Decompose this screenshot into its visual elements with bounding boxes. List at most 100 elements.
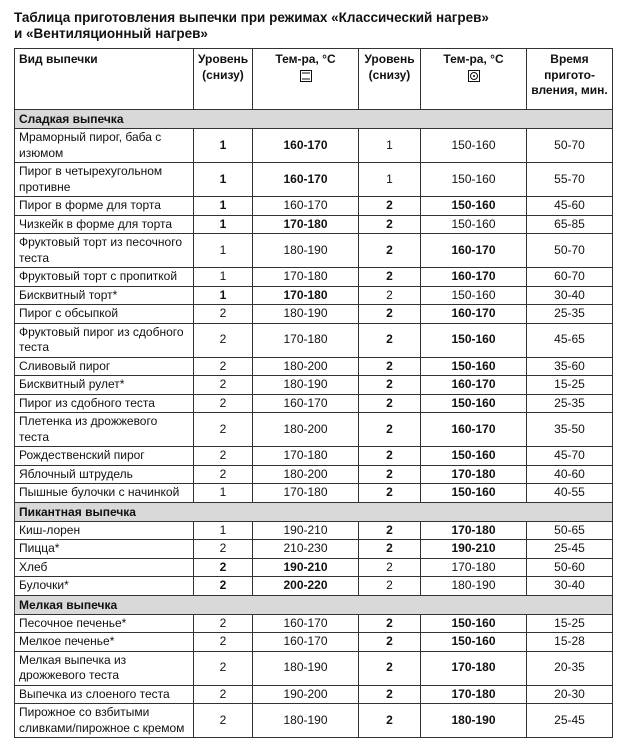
table-cell: 180-190 [420, 576, 527, 596]
table-row: Булочки* 2 200-220 2 180-190 30-40 [14, 576, 613, 596]
table-cell: 150-160 [420, 162, 527, 197]
table-cell: 200-220 [252, 576, 359, 596]
table-cell: 2 [193, 375, 253, 395]
pastry-name: Пирожное со взбитыми сливками/пирожное с… [14, 703, 194, 738]
table-cell: 150-160 [420, 356, 527, 376]
table-cell: 2 [193, 393, 253, 413]
table-cell: 150-160 [420, 446, 527, 466]
table-cell: 2 [358, 267, 421, 287]
header-text: Время пригото-вления, мин. [531, 52, 608, 97]
pastry-name: Мелкая выпечка из дрожжевого теста [14, 650, 194, 686]
pastry-name: Мелкое печенье* [14, 632, 194, 652]
pastry-name: Бисквитный рулет* [14, 375, 194, 395]
table-cell: 210-230 [252, 539, 359, 559]
table-cell: 35-60 [526, 356, 613, 376]
table-cell: 1 [193, 233, 253, 268]
table-row: Сливовый пирог 2 180-200 2 150-160 35-60 [14, 356, 613, 376]
pastry-name: Песочное печенье* [14, 613, 194, 633]
table-cell: 2 [358, 613, 421, 633]
table-cell: 160-170 [420, 375, 527, 395]
conventional-heat-icon [299, 69, 312, 82]
header-cell: Уровень (снизу) [358, 48, 421, 110]
header-cell: Вид выпечки [14, 48, 194, 110]
table-cell: 2 [358, 412, 421, 447]
table-cell: 2 [193, 703, 253, 738]
table-cell: 25-35 [526, 304, 613, 324]
table-cell: 2 [358, 483, 421, 503]
table-cell: 160-170 [252, 632, 359, 652]
table-row: Мраморный пирог, баба с изюмом 1 160-170 1 1… [14, 128, 613, 163]
table-cell: 180-200 [252, 356, 359, 376]
table-cell: 30-40 [526, 285, 613, 305]
table-cell: 1 [358, 128, 421, 163]
table-cell: 2 [358, 446, 421, 466]
table-cell: 2 [193, 684, 253, 704]
pastry-name: Плетенка из дрожжевого теста [14, 412, 194, 447]
table-cell: 2 [358, 214, 421, 234]
table-cell: 180-190 [252, 703, 359, 738]
table-cell: 25-35 [526, 393, 613, 413]
table-cell: 160-170 [252, 162, 359, 197]
table-row: Пирог из сдобного теста 2 160-170 2 150-160 2… [14, 393, 613, 413]
table-row: Киш-лорен 1 190-210 2 170-180 50-65 [14, 520, 613, 540]
table-body: Сладкая выпечка Мраморный пирог, баба с и… [14, 109, 613, 738]
pastry-name: Выпечка из слоеного теста [14, 684, 194, 704]
table-cell: 2 [358, 233, 421, 268]
table-cell: 1 [193, 162, 253, 197]
table-cell: 160-170 [252, 128, 359, 163]
table-cell: 2 [193, 464, 253, 484]
pastry-name: Сливовый пирог [14, 356, 194, 376]
table-cell: 170-180 [252, 483, 359, 503]
table-cell: 2 [193, 539, 253, 559]
header-text: Уровень (снизу) [364, 52, 415, 82]
table-cell: 1 [193, 483, 253, 503]
table-cell: 2 [193, 557, 253, 577]
table-cell: 2 [358, 703, 421, 738]
pastry-name: Булочки* [14, 576, 194, 596]
table-cell: 1 [193, 128, 253, 163]
table-row: Мелкая выпечка из дрожжевого теста 2 180-1… [14, 650, 613, 686]
table-cell: 180-200 [252, 412, 359, 447]
table-cell: 190-210 [420, 539, 527, 559]
title-line: Таблица приготовления выпечки при режима… [14, 10, 489, 25]
table-cell: 15-28 [526, 632, 613, 652]
table-cell: 2 [193, 613, 253, 633]
table-cell: 160-170 [420, 304, 527, 324]
table-cell: 150-160 [420, 196, 527, 216]
table-cell: 2 [358, 304, 421, 324]
table-cell: 2 [358, 393, 421, 413]
section-name: Сладкая выпечка [14, 109, 613, 129]
pastry-name: Пирог с обсыпкой [14, 304, 194, 324]
table-cell: 1 [193, 285, 253, 305]
table-row: Плетенка из дрожжевого теста 2 180-200 2 160… [14, 412, 613, 447]
table-cell: 170-180 [420, 557, 527, 577]
pastry-name: Киш-лорен [14, 520, 194, 540]
table-cell: 160-170 [252, 393, 359, 413]
table-cell: 55-70 [526, 162, 613, 197]
table-row: Песочное печенье* 2 160-170 2 150-160 15-25 [14, 613, 613, 633]
table-cell: 170-180 [252, 285, 359, 305]
table-cell: 60-70 [526, 267, 613, 287]
table-cell: 20-35 [526, 650, 613, 686]
table-cell: 2 [358, 285, 421, 305]
header-cell: Тем-ра, °C [420, 48, 527, 110]
table-cell: 1 [193, 520, 253, 540]
section-name: Пикантная выпечка [14, 501, 613, 522]
table-cell: 2 [358, 375, 421, 395]
table-cell: 150-160 [420, 322, 527, 358]
table-cell: 20-30 [526, 684, 613, 704]
table-cell: 2 [193, 446, 253, 466]
table-row: Бисквитный торт* 1 170-180 2 150-160 30-40 [14, 285, 613, 305]
table-cell: 2 [193, 304, 253, 324]
table-row: Фруктовый торт из песочного теста 1 180-19… [14, 233, 613, 268]
table-cell: 170-180 [252, 214, 359, 234]
title-line: и «Вентиляционный нагрев» [14, 26, 208, 41]
section-name: Мелкая выпечка [14, 594, 613, 615]
section-row: Мелкая выпечка [14, 594, 613, 615]
table-cell: 170-180 [420, 520, 527, 540]
table-cell: 180-190 [252, 375, 359, 395]
table-row: Мелкое печенье* 2 160-170 2 150-160 15-28 [14, 632, 613, 652]
table-row: Рождественский пирог 2 170-180 2 150-160 45-7… [14, 446, 613, 466]
table-cell: 2 [193, 576, 253, 596]
